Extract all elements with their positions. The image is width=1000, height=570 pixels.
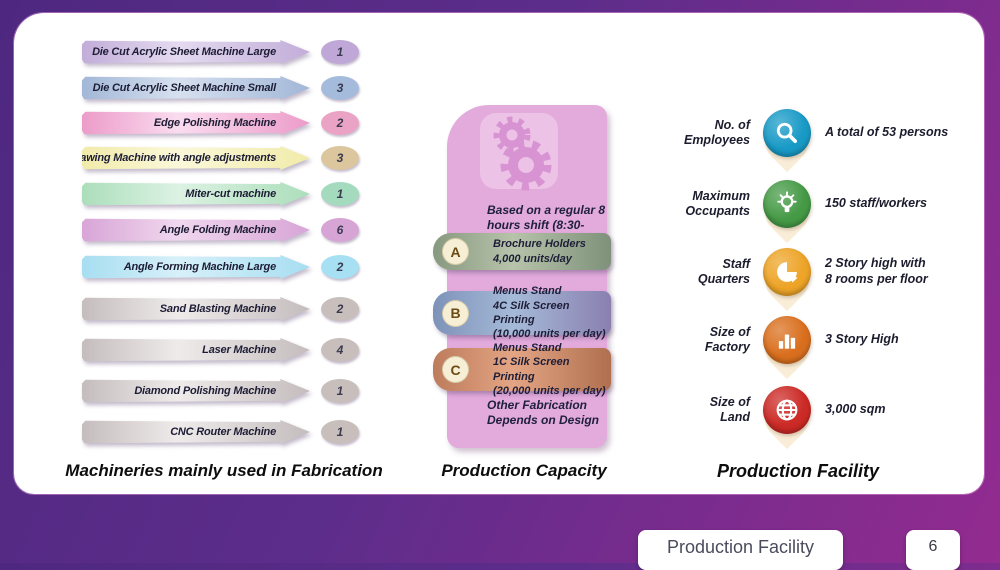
machine-label: Die Cut Acrylic Sheet Machine Small bbox=[92, 82, 277, 94]
machine-label: CNC Router Machine bbox=[170, 426, 276, 438]
machine-row: Angle Folding Machine 6 bbox=[14, 218, 414, 242]
machine-label: Laser Machine bbox=[202, 344, 276, 356]
machine-arrow: CNC Router Machine bbox=[82, 420, 310, 444]
count-badge: 3 bbox=[321, 76, 359, 100]
machine-arrow: Diamond Polishing Machine bbox=[82, 379, 310, 403]
footer-title: Production Facility bbox=[666, 537, 815, 557]
count-badge: 1 bbox=[321, 379, 359, 403]
count-badge: 6 bbox=[321, 218, 359, 242]
facility-value: 2 Story high with 8 rooms per floor bbox=[825, 256, 928, 286]
machine-label: Angle Folding Machine bbox=[159, 224, 276, 236]
machine-label: Miter-cut machine bbox=[185, 188, 276, 200]
capacity-column-title: Production Capacity bbox=[441, 461, 607, 480]
capacity-bar-text: Menus Stand 1C Silk Screen Printing (20,… bbox=[493, 341, 606, 397]
capacity-bar-text: Menus Stand 4C Silk Screen Printing (10,… bbox=[493, 285, 606, 341]
facility-icon-pin bbox=[755, 109, 819, 175]
machine-label: Edge Polishing Machine bbox=[153, 117, 276, 129]
machine-row: Die Cut Acrylic Sheet Machine Small 3 bbox=[14, 76, 414, 100]
capacity-bar-a: A Brochure Holders 4,000 units/day bbox=[433, 233, 611, 270]
page-number: 6 bbox=[928, 538, 938, 555]
count-badge: 1 bbox=[321, 182, 359, 206]
machine-row: Angle Forming Machine Large 2 bbox=[14, 255, 414, 279]
machine-arrow: Edge Polishing Machine bbox=[82, 111, 310, 135]
magnifier-icon bbox=[763, 109, 811, 157]
count-badge: 2 bbox=[321, 297, 359, 321]
facility-label: Size of Land bbox=[709, 395, 750, 424]
pie-chart-icon bbox=[763, 248, 811, 296]
other-fabrication-note: Other Fabrication Depends on Design bbox=[487, 398, 600, 427]
count-badge: 2 bbox=[321, 111, 359, 135]
facility-value: A total of 53 persons bbox=[825, 125, 949, 140]
count-badge: 1 bbox=[321, 420, 359, 444]
machine-label: Die Cut Acrylic Sheet Machine Large bbox=[92, 46, 276, 58]
machine-arrow: Laser Machine bbox=[82, 338, 310, 362]
footer-title-box: Production Facility bbox=[638, 530, 843, 570]
capacity-bar-text: Brochure Holders 4,000 units/day bbox=[493, 238, 586, 265]
facility-value: 150 staff/workers bbox=[825, 196, 927, 211]
machine-row: Laser Machine 4 bbox=[14, 338, 414, 362]
machine-row: Edge Polishing Machine 2 bbox=[14, 111, 414, 135]
facility-column-title: Production Facility bbox=[716, 461, 880, 481]
count-badge: 4 bbox=[321, 338, 359, 362]
letter-badge: C bbox=[442, 356, 469, 383]
machine-row: Miter-cut machine 1 bbox=[14, 182, 414, 206]
page-number-box: 6 bbox=[906, 530, 960, 570]
machine-label: Diamond Polishing Machine bbox=[134, 385, 276, 397]
lightbulb-icon bbox=[763, 180, 811, 228]
facility-value: 3 Story High bbox=[825, 332, 899, 347]
letter-badge: A bbox=[442, 238, 469, 265]
facility-label: Staff Quarters bbox=[697, 257, 750, 286]
count-badge: 3 bbox=[321, 146, 359, 170]
capacity-bar-b: B Menus Stand 4C Silk Screen Printing (1… bbox=[433, 285, 611, 340]
count-badge: 1 bbox=[321, 40, 359, 64]
facility-label: Maximum Occupants bbox=[685, 189, 750, 218]
globe-icon bbox=[763, 386, 811, 434]
letter-badge: B bbox=[442, 299, 469, 327]
facility-label: No. of Employees bbox=[683, 118, 750, 147]
machine-row: CNC Router Machine 1 bbox=[14, 420, 414, 444]
facility-label: Size of Factory bbox=[704, 325, 750, 354]
machine-label: Sawing Machine with angle adjustments bbox=[73, 152, 276, 164]
machine-label: Angle Forming Machine Large bbox=[123, 261, 276, 273]
machine-label: Sand Blasting Machine bbox=[159, 303, 276, 315]
bar-chart-icon bbox=[763, 316, 811, 364]
machine-row: Sand Blasting Machine 2 bbox=[14, 297, 414, 321]
machine-arrow: Angle Folding Machine bbox=[82, 218, 310, 242]
facility-icon-pin bbox=[755, 386, 819, 452]
machine-arrow: Angle Forming Machine Large bbox=[82, 255, 310, 279]
machines-column-title: Machineries mainly used in Fabrication bbox=[65, 461, 383, 480]
machine-arrow: Miter-cut machine bbox=[82, 182, 310, 206]
machine-arrow: Sawing Machine with angle adjustments bbox=[82, 146, 310, 170]
machine-arrow: Die Cut Acrylic Sheet Machine Small bbox=[82, 76, 310, 100]
machine-row: Diamond Polishing Machine 1 bbox=[14, 379, 414, 403]
machine-arrow: Sand Blasting Machine bbox=[82, 297, 310, 321]
facility-icon-pin bbox=[755, 248, 819, 314]
machine-row: Sawing Machine with angle adjustments 3 bbox=[14, 146, 414, 170]
facility-value: 3,000 sqm bbox=[825, 402, 886, 417]
capacity-bar-c: C Menus Stand 1C Silk Screen Printing (2… bbox=[433, 342, 611, 397]
slide-content-card: Die Cut Acrylic Sheet Machine Large 1 Di… bbox=[13, 12, 985, 495]
machine-row: Die Cut Acrylic Sheet Machine Large 1 bbox=[14, 40, 414, 64]
gears-icon bbox=[480, 113, 558, 191]
facility-icon-pin bbox=[755, 316, 819, 382]
count-badge: 2 bbox=[321, 255, 359, 279]
machine-arrow: Die Cut Acrylic Sheet Machine Large bbox=[82, 40, 310, 64]
facility-icon-pin bbox=[755, 180, 819, 246]
